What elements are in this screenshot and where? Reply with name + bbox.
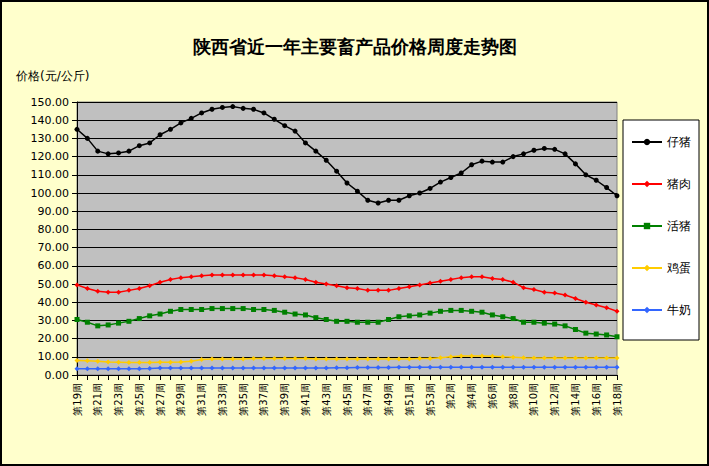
svg-text:猪肉: 猪肉 (667, 177, 691, 191)
svg-text:第21周: 第21周 (92, 383, 103, 416)
svg-text:第4周: 第4周 (466, 383, 477, 409)
svg-text:第14周: 第14周 (570, 383, 581, 416)
svg-text:第29周: 第29周 (175, 383, 186, 416)
svg-text:60.00: 60.00 (38, 259, 70, 272)
svg-text:第27周: 第27周 (155, 383, 166, 416)
svg-text:20.00: 20.00 (38, 332, 70, 345)
svg-text:第25周: 第25周 (134, 383, 145, 416)
svg-text:第12周: 第12周 (549, 383, 560, 416)
svg-text:120.00: 120.00 (31, 150, 70, 163)
svg-text:第31周: 第31周 (196, 383, 207, 416)
svg-text:第49周: 第49周 (383, 383, 394, 416)
svg-text:第2周: 第2周 (445, 383, 456, 409)
svg-text:第45周: 第45周 (342, 383, 353, 416)
svg-text:10.00: 10.00 (38, 350, 70, 363)
svg-text:第18周: 第18周 (612, 383, 623, 416)
svg-text:70.00: 70.00 (38, 241, 70, 254)
svg-text:第35周: 第35周 (238, 383, 249, 416)
svg-text:第41周: 第41周 (300, 383, 311, 416)
svg-text:80.00: 80.00 (38, 223, 70, 236)
svg-text:100.00: 100.00 (31, 187, 70, 200)
svg-text:0.00: 0.00 (45, 369, 70, 382)
svg-text:第37周: 第37周 (258, 383, 269, 416)
svg-text:陕西省近一年主要畜产品价格周度走势图: 陕西省近一年主要畜产品价格周度走势图 (193, 36, 517, 57)
svg-text:第10周: 第10周 (528, 383, 539, 416)
svg-text:30.00: 30.00 (38, 314, 70, 327)
svg-text:仔猪: 仔猪 (667, 135, 691, 149)
svg-text:价格(元/公斤): 价格(元/公斤) (15, 69, 89, 83)
svg-text:110.00: 110.00 (31, 168, 70, 181)
svg-text:第51周: 第51周 (404, 383, 415, 416)
svg-text:40.00: 40.00 (38, 296, 70, 309)
svg-text:50.00: 50.00 (38, 278, 70, 291)
svg-text:第47周: 第47周 (362, 383, 373, 416)
svg-text:第43周: 第43周 (321, 383, 332, 416)
svg-text:第16周: 第16周 (591, 383, 602, 416)
svg-text:第39周: 第39周 (279, 383, 290, 416)
svg-text:第6周: 第6周 (487, 383, 498, 409)
svg-text:150.00: 150.00 (31, 96, 70, 109)
svg-text:90.00: 90.00 (38, 205, 70, 218)
svg-text:第19周: 第19周 (72, 383, 83, 416)
svg-text:130.00: 130.00 (31, 132, 70, 145)
svg-text:第8周: 第8周 (508, 383, 519, 409)
svg-text:牛奶: 牛奶 (667, 303, 691, 317)
svg-text:第23周: 第23周 (113, 383, 124, 416)
svg-text:第33周: 第33周 (217, 383, 228, 416)
svg-text:第53周: 第53周 (425, 383, 436, 416)
svg-text:活猪: 活猪 (667, 219, 691, 233)
svg-text:140.00: 140.00 (31, 114, 70, 127)
svg-text:鸡蛋: 鸡蛋 (666, 261, 691, 275)
